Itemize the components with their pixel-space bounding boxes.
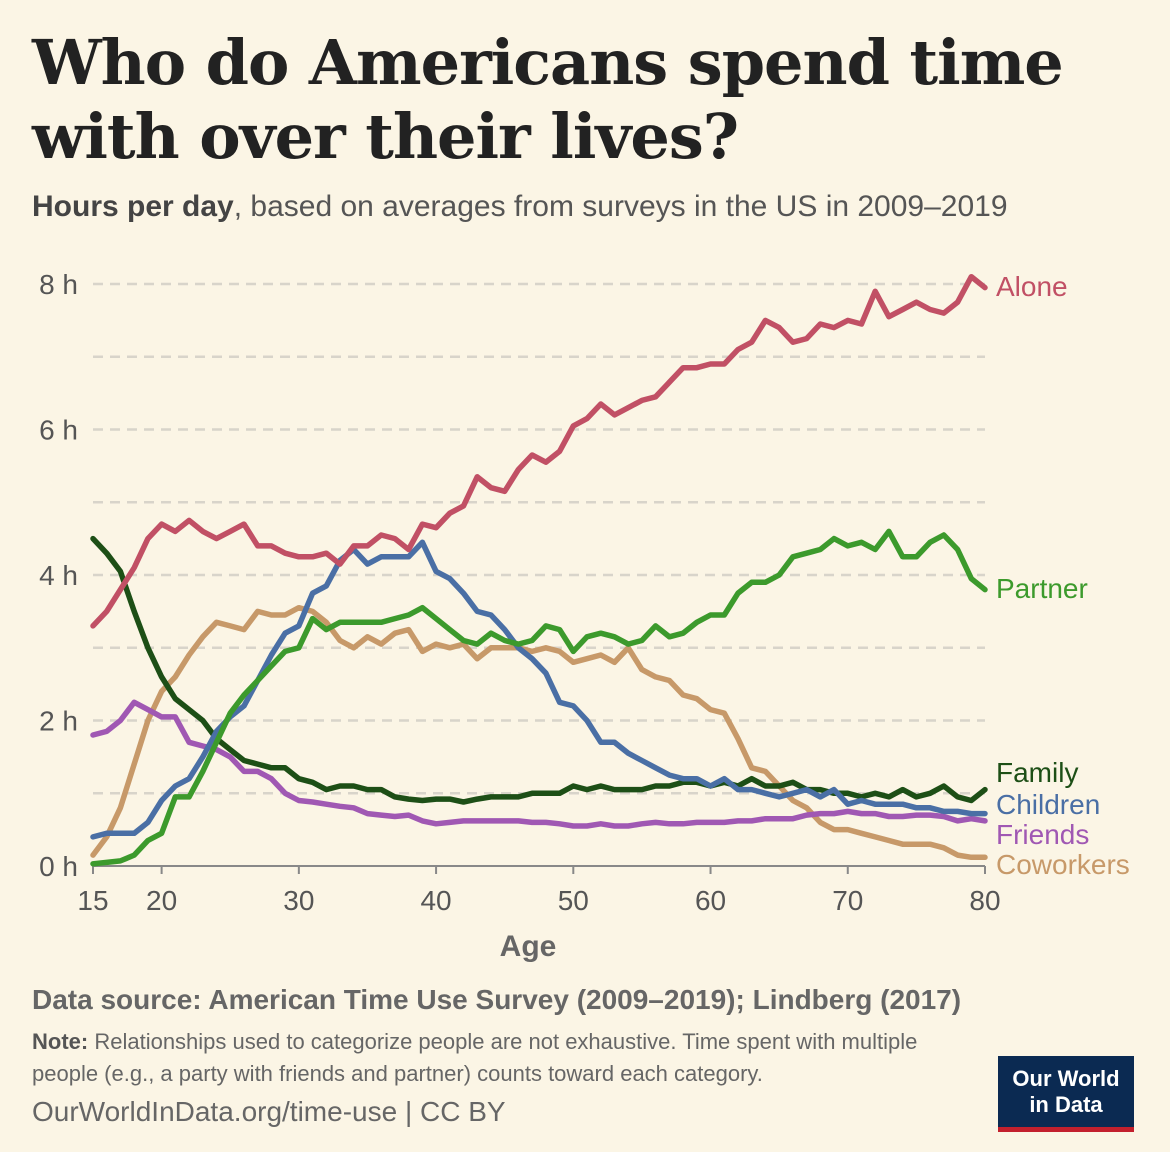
y-tick-label: 4 h [39, 560, 78, 591]
y-tick-label: 2 h [39, 706, 78, 737]
chart-note: Note: Relationships used to categorize p… [32, 1026, 972, 1090]
series-line-children [90, 539, 988, 840]
chart-title: Who do Americans spend time with over th… [32, 26, 1064, 173]
note-text: Relationships used to categorize people … [32, 1029, 918, 1086]
series-line-coworkers [90, 604, 988, 861]
owid-logo[interactable]: Our World in Data [998, 1056, 1134, 1132]
y-tick-label: 6 h [39, 415, 78, 446]
data-source: Data source: American Time Use Survey (2… [32, 984, 962, 1015]
x-tick-label: 20 [146, 885, 177, 916]
series-line-family [90, 535, 988, 805]
series-line-partner [90, 528, 988, 867]
y-tick-label: 0 h [39, 851, 78, 882]
source-link[interactable]: OurWorldInData.org/time-use | CC BY [32, 1096, 506, 1127]
x-tick-label: 30 [283, 885, 314, 916]
subtitle-bold: Hours per day [32, 190, 234, 223]
x-tick-label: 80 [969, 885, 1000, 916]
y-tick-label: 8 h [39, 269, 78, 300]
x-tick-label: 50 [558, 885, 589, 916]
x-tick-label: 40 [420, 885, 451, 916]
series-label-children: Children [996, 789, 1100, 820]
x-tick-label: 70 [832, 885, 863, 916]
x-axis-label: Age [500, 930, 557, 963]
series-line-alone [90, 273, 988, 629]
chart-subtitle: Hours per day, based on averages from su… [32, 190, 1008, 224]
series-line-friends [90, 699, 988, 829]
x-tick-label: 60 [695, 885, 726, 916]
line-chart: 0 h 2 h 4 h 6 h 8 h 15 20 30 40 50 60 70 80 Age Alone P… [39, 269, 1130, 963]
series-label-family: Family [996, 757, 1078, 788]
logo-line2: in Data [1029, 1092, 1103, 1117]
subtitle-rest: , based on averages from surveys in the … [233, 190, 1008, 223]
series-label-coworkers: Coworkers [996, 849, 1130, 880]
logo-line1: Our World [1012, 1066, 1120, 1091]
note-label: Note: [32, 1029, 89, 1054]
series-label-alone: Alone [996, 271, 1068, 302]
x-tick-label: 15 [77, 885, 108, 916]
series-label-partner: Partner [996, 573, 1088, 604]
series-label-friends: Friends [996, 819, 1089, 850]
